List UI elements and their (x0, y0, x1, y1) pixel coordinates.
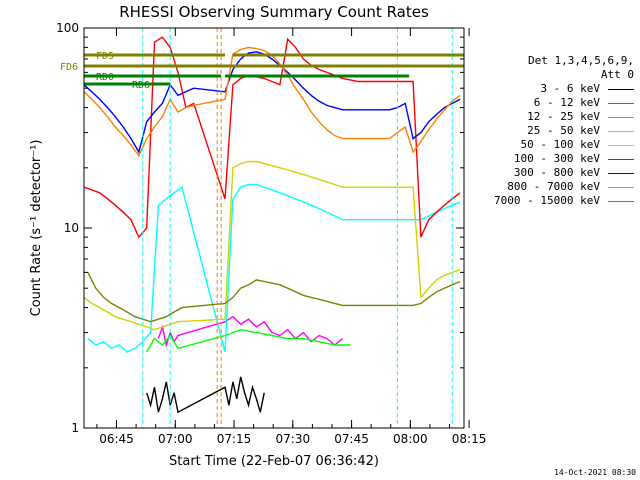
series-line-1 (157, 315, 344, 348)
legend-item: 25 - 50 keV (490, 124, 640, 138)
x-tick-label-5: 08:00 (393, 432, 428, 446)
legend-item: 50 - 100 keV (490, 138, 640, 152)
legend-label: 25 - 50 keV (527, 124, 600, 137)
legend-label: 12 - 25 keV (527, 110, 600, 123)
legend-label: 3 - 6 keV (540, 82, 600, 95)
flag-label-3: RD6 (132, 80, 150, 91)
legend-swatch (608, 117, 634, 118)
series-line-0 (146, 376, 265, 414)
series-line-4 (84, 160, 461, 331)
series-line-2 (146, 328, 351, 353)
legend-header-line-2: Att 0 (600, 68, 634, 81)
legend-swatch (608, 131, 634, 132)
generated-timestamp: 14-Oct-2021 08:30 (554, 468, 636, 477)
legend-header-line-1: Det 1,3,4,5,6,9, (528, 54, 634, 67)
legend-item: 12 - 25 keV (490, 110, 640, 124)
flag-label-0: FD5 (96, 51, 114, 62)
legend-item: 7000 - 15000 keV (490, 194, 640, 208)
legend-item: 6 - 12 keV (490, 96, 640, 110)
legend-swatch (608, 159, 634, 160)
legend-item: 100 - 300 keV (490, 152, 640, 166)
x-tick-label-1: 07:00 (158, 432, 193, 446)
flag-label-1: FD6 (60, 62, 78, 73)
legend-swatch (608, 145, 634, 146)
flag-label-2: RD0 (96, 72, 114, 83)
y-tick-label-2: 100 (56, 21, 79, 35)
x-tick-label-2: 07:15 (217, 432, 252, 446)
series-line-8 (87, 272, 461, 323)
y-axis-label: Count Rate (s⁻¹ detector⁻¹) (29, 140, 44, 317)
series-line-3 (87, 183, 461, 353)
legend-label: 7000 - 15000 keV (494, 194, 600, 207)
chart-title: RHESSI Observing Summary Count Rates (119, 3, 429, 21)
legend-label: 300 - 800 keV (513, 166, 600, 179)
legend-item: 3 - 6 keV (490, 82, 640, 96)
x-axis-label: Start Time (22-Feb-07 06:36:42) (169, 454, 379, 469)
legend-item: 800 - 7000 keV (490, 180, 640, 194)
x-tick-label-6: 08:15 (452, 432, 487, 446)
legend-swatch (608, 173, 634, 174)
legend-swatch (608, 89, 634, 90)
x-tick-label-0: 06:45 (99, 432, 134, 446)
y-tick-label-0: 1 (71, 421, 79, 435)
legend-swatch (608, 187, 634, 188)
y-tick-label-1: 10 (64, 221, 79, 235)
legend-swatch (608, 103, 634, 104)
legend-label: 800 - 7000 keV (507, 180, 600, 193)
legend-label: 6 - 12 keV (533, 96, 600, 109)
legend-item: 300 - 800 keV (490, 166, 640, 180)
legend-label: 100 - 300 keV (513, 152, 600, 165)
legend-swatch (608, 201, 634, 202)
x-tick-label-4: 07:45 (334, 432, 369, 446)
legend-label: 50 - 100 keV (520, 138, 600, 151)
series-line-7 (84, 46, 461, 158)
x-tick-label-3: 07:30 (276, 432, 311, 446)
